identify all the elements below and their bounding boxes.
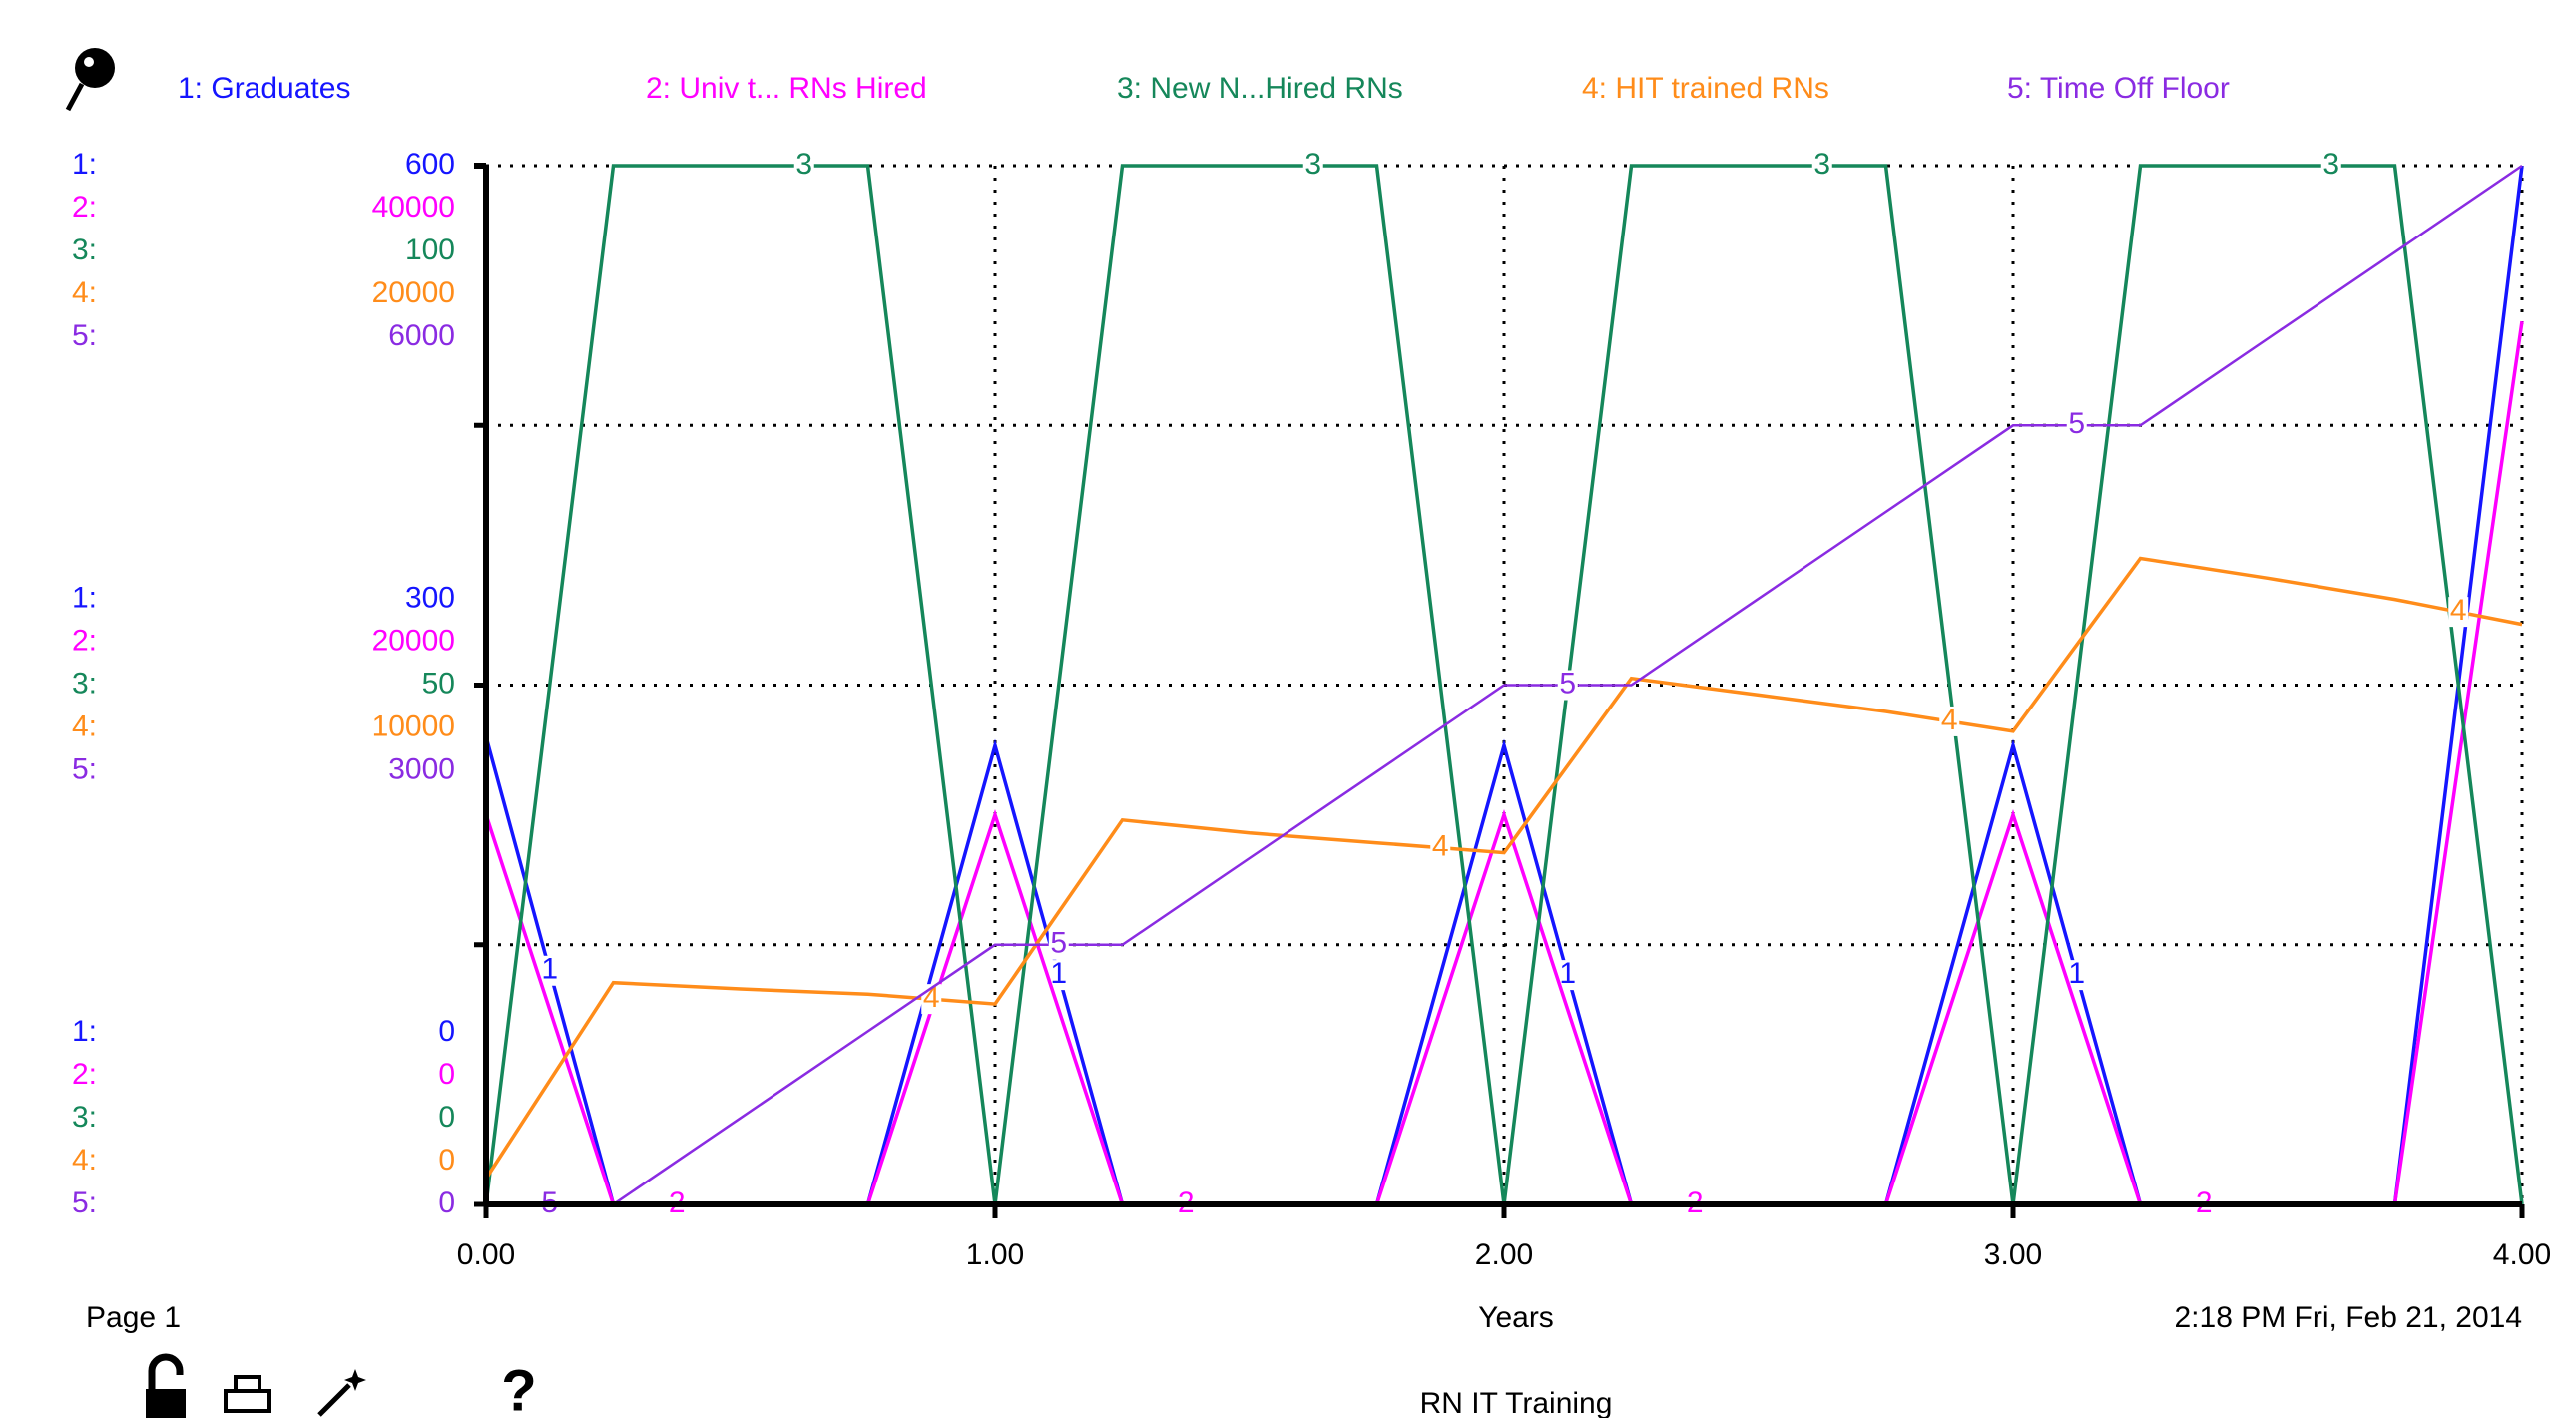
series-marker: 4	[2450, 594, 2467, 627]
marker-bg	[1048, 960, 1069, 991]
marker-bg	[1048, 929, 1069, 960]
x-tick-label: 4.00	[2493, 1238, 2551, 1271]
legend-entry[interactable]: 4: HIT trained RNs	[1582, 72, 1829, 105]
legend-entry[interactable]: 5: Time Off Floor	[2007, 72, 2230, 105]
series-marker: 3	[795, 148, 812, 181]
series-line	[484, 556, 2523, 1180]
series-marker: 4	[1432, 830, 1449, 863]
series-marker: 1	[541, 953, 558, 986]
series-marker: 3	[1304, 148, 1321, 181]
y-axis-tag: 5:	[72, 752, 97, 785]
marker-bg	[1557, 670, 1578, 701]
y-tick-label: 100	[405, 234, 455, 266]
x-axis-label: Years	[1478, 1301, 1554, 1334]
y-axis-tag: 1:	[72, 1015, 97, 1048]
y-axis-tag: 3:	[72, 1101, 97, 1134]
y-axis-tag: 5:	[72, 1186, 97, 1219]
series-marker: 4	[1941, 704, 1958, 736]
print-icon[interactable]	[224, 1375, 271, 1413]
series-marker: 1	[1050, 957, 1067, 990]
series-line	[486, 164, 2523, 1206]
y-axis-tag: 5:	[72, 319, 97, 352]
y-tick-label: 600	[405, 148, 455, 181]
y-axis-tag: 4:	[72, 1144, 97, 1177]
y-tick-label: 0	[438, 1015, 455, 1048]
series-marker: 5	[1559, 667, 1576, 700]
legend-entry[interactable]: 3: New N...Hired RNs	[1117, 72, 1403, 105]
series-marker: 3	[2322, 148, 2339, 181]
marker-bg	[1430, 832, 1451, 863]
y-tick-label: 0	[438, 1144, 455, 1177]
series-marker: 1	[2068, 957, 2085, 990]
y-tick-label: 50	[422, 667, 455, 700]
x-tick-label: 1.00	[966, 1238, 1024, 1271]
y-axis-tag: 2:	[72, 1058, 97, 1091]
series-marker: 5	[1050, 927, 1067, 960]
y-tick-label: 20000	[372, 276, 455, 309]
marker-bg	[2448, 597, 2469, 628]
marker-bg	[2320, 151, 2341, 181]
pin-icon[interactable]	[65, 48, 115, 112]
series-marker: 5	[2068, 407, 2085, 440]
y-tick-label: 3000	[388, 752, 455, 785]
y-tick-label: 10000	[372, 709, 455, 742]
y-tick-label: 40000	[372, 191, 455, 224]
y-tick-label: 0	[438, 1186, 455, 1219]
y-axis-tag: 4:	[72, 709, 97, 742]
y-tick-label: 6000	[388, 319, 455, 352]
marker-bg	[2066, 410, 2087, 441]
marker-bg	[539, 955, 560, 986]
marker-bg	[1811, 151, 1832, 181]
timestamp: 2:18 PM Fri, Feb 21, 2014	[2174, 1301, 2522, 1334]
series-marker: 4	[923, 981, 940, 1014]
legend-entry[interactable]: 2: Univ t... RNs Hired	[646, 72, 927, 105]
series-marker: 3	[1813, 148, 1830, 181]
y-axis-tag: 1:	[72, 148, 97, 181]
y-axis-tag: 3:	[72, 667, 97, 700]
legend-entry[interactable]: 1: Graduates	[178, 72, 350, 105]
x-tick-label: 2.00	[1475, 1238, 1533, 1271]
series-marker: 1	[1559, 957, 1576, 990]
y-axis-tag: 2:	[72, 191, 97, 224]
wand-icon[interactable]	[317, 1369, 366, 1417]
y-axis-tag: 1:	[72, 581, 97, 614]
help-icon[interactable]: ?	[501, 1358, 536, 1418]
x-tick-label: 3.00	[1984, 1238, 2042, 1271]
marker-bg	[793, 151, 814, 181]
marker-bg	[2066, 960, 2087, 991]
lock-icon[interactable]	[146, 1353, 186, 1418]
y-tick-label: 20000	[372, 624, 455, 657]
marker-bg	[1557, 960, 1578, 991]
x-tick-label: 0.00	[457, 1238, 515, 1271]
chart-title: RN IT Training	[1420, 1387, 1613, 1418]
marker-bg	[1939, 706, 1960, 736]
y-axis-tag: 2:	[72, 624, 97, 657]
marker-bg	[1302, 151, 1323, 181]
y-tick-label: 300	[405, 581, 455, 614]
y-tick-label: 0	[438, 1058, 455, 1091]
y-tick-label: 0	[438, 1101, 455, 1134]
y-axis-tag: 4:	[72, 276, 97, 309]
y-axis-tag: 3:	[72, 234, 97, 266]
page-label: Page 1	[86, 1301, 181, 1334]
